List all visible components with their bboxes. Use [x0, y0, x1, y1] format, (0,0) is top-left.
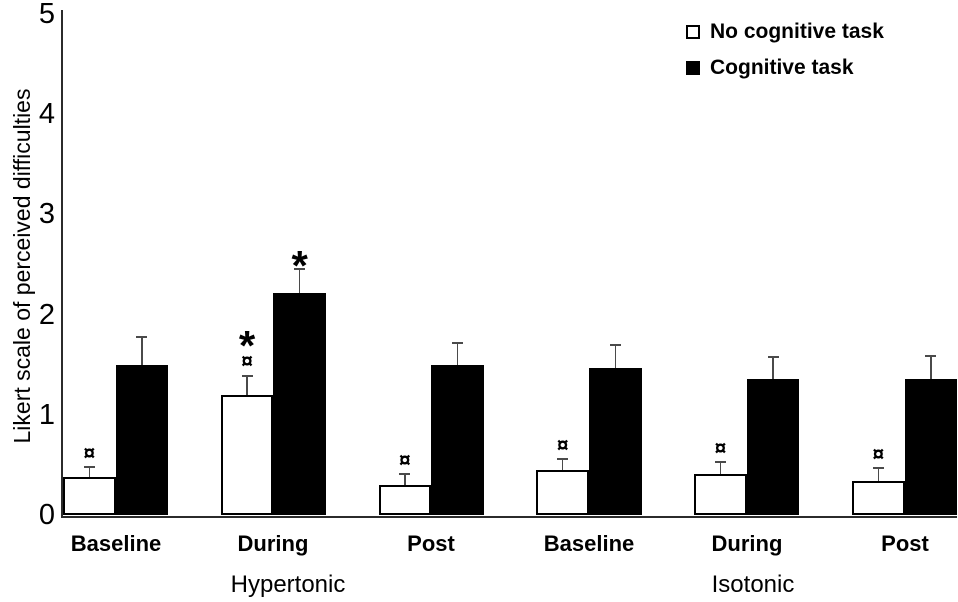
y-tick-label-4: 4 — [38, 98, 55, 130]
error-bar — [141, 336, 143, 365]
error-bar-cap — [925, 354, 937, 357]
section-label-isotonic: Isotonic — [711, 571, 795, 598]
error-bar — [877, 468, 879, 482]
x-category-label-hypertonic-post: Post — [407, 531, 455, 556]
y-tick-label-1: 1 — [38, 399, 55, 431]
error-bar — [246, 375, 248, 395]
bar-cognitive-task-isotonic-baseline — [589, 367, 642, 516]
x-category-label-hypertonic-during: During — [237, 531, 309, 556]
error-bar — [456, 342, 459, 365]
error-bar-cap — [557, 458, 569, 461]
legend-item-cognitive-task: Cognitive task — [686, 50, 884, 86]
y-tick-label-2: 2 — [38, 299, 55, 331]
legend: No cognitive task Cognitive task — [686, 14, 884, 86]
legend-label-no-cognitive-task: No cognitive task — [710, 20, 884, 43]
bar-cognitive-task-hypertonic-baseline — [115, 364, 169, 516]
error-bar-cap — [83, 466, 95, 469]
error-bar — [299, 268, 301, 293]
x-category-label-isotonic-post: Post — [881, 531, 929, 556]
x-axis-line — [61, 516, 957, 518]
section-label-hypertonic: Hypertonic — [230, 571, 346, 598]
bar-no-cognitive-task-hypertonic-baseline — [63, 477, 116, 516]
error-bar — [719, 462, 722, 475]
bar-no-cognitive-task-isotonic-baseline — [536, 470, 589, 516]
significance-currency-marker: ¤ — [399, 448, 411, 472]
x-category-label-hypertonic-baseline: Baseline — [70, 531, 162, 556]
bar-cognitive-task-hypertonic-post — [431, 364, 484, 516]
error-bar-cap — [452, 341, 463, 344]
error-bar-cap — [136, 335, 148, 338]
x-category-label-isotonic-baseline: Baseline — [543, 531, 635, 556]
bar-no-cognitive-task-isotonic-post — [852, 481, 905, 516]
open-square-icon — [686, 25, 700, 39]
significance-asterisk-marker: * — [238, 321, 256, 369]
filled-square-icon — [686, 61, 700, 75]
y-tick-label-0: 0 — [38, 499, 55, 531]
error-bar-cap — [872, 467, 884, 470]
error-bar-cap — [399, 473, 411, 476]
y-tick-label-3: 3 — [38, 198, 55, 230]
significance-currency-marker: ¤ — [83, 441, 96, 465]
error-bar — [772, 356, 774, 379]
significance-currency-marker: ¤ — [714, 436, 727, 460]
significance-currency-marker: ¤ — [241, 350, 253, 374]
bar-cognitive-task-isotonic-post — [904, 378, 958, 516]
error-bar — [614, 344, 616, 368]
significance-asterisk-marker: * — [291, 241, 308, 289]
significance-currency-marker: ¤ — [872, 442, 885, 466]
error-bar — [88, 467, 90, 478]
error-bar-cap — [609, 343, 621, 346]
significance-currency-marker: ¤ — [556, 433, 569, 457]
error-bar — [930, 355, 932, 379]
bar-cognitive-task-hypertonic-during — [273, 292, 326, 516]
bar-cognitive-task-isotonic-during — [746, 378, 800, 516]
error-bar — [562, 459, 564, 471]
legend-label-cognitive-task: Cognitive task — [710, 56, 854, 79]
legend-item-no-cognitive-task: No cognitive task — [686, 14, 884, 50]
error-bar-cap — [715, 461, 726, 464]
x-category-label-isotonic-during: During — [711, 531, 783, 556]
error-bar-cap — [241, 374, 253, 377]
error-bar-cap — [767, 355, 779, 358]
error-bar — [404, 474, 406, 486]
bar-no-cognitive-task-hypertonic-post — [378, 485, 432, 516]
error-bar-cap — [294, 267, 306, 270]
y-tick-label-5: 5 — [38, 0, 55, 30]
bar-no-cognitive-task-isotonic-during — [694, 474, 747, 516]
bar-no-cognitive-task-hypertonic-during — [220, 395, 274, 516]
y-axis-line — [61, 10, 63, 517]
